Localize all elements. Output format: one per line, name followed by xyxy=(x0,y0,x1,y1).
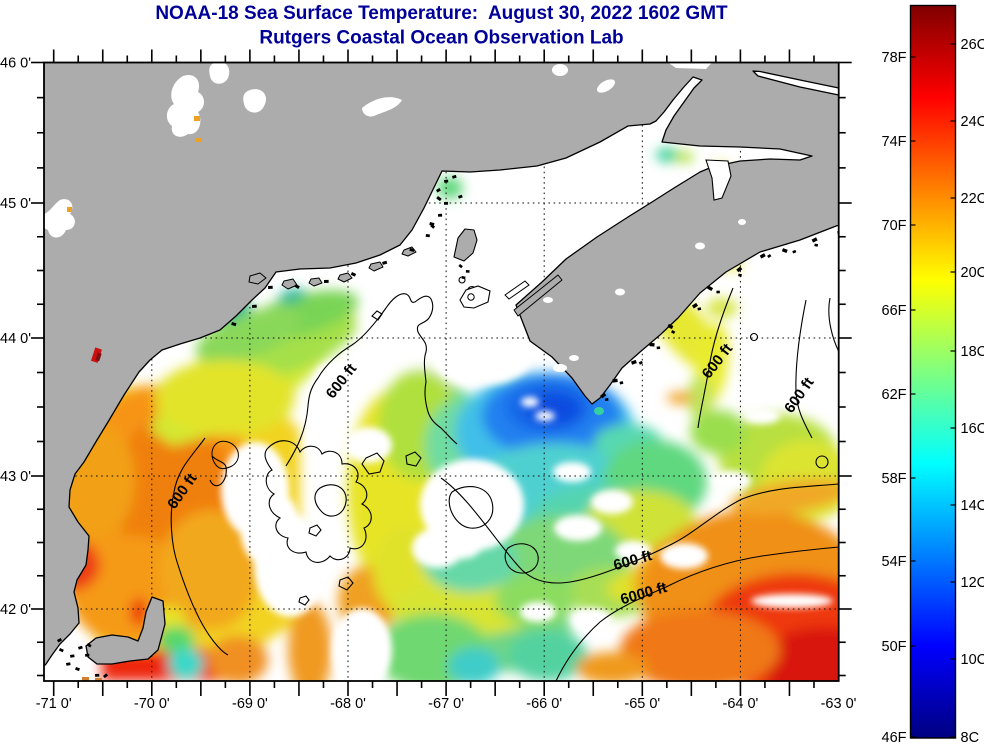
svg-text:-63 0': -63 0' xyxy=(821,696,857,712)
svg-text:-65 0': -65 0' xyxy=(624,696,660,712)
svg-text:50F: 50F xyxy=(882,639,907,655)
svg-text:42 0': 42 0' xyxy=(0,602,31,618)
svg-text:45 0': 45 0' xyxy=(0,196,31,212)
svg-text:70F: 70F xyxy=(882,218,907,234)
svg-text:24C: 24C xyxy=(961,114,984,130)
svg-text:44 0': 44 0' xyxy=(0,331,31,347)
svg-text:46F: 46F xyxy=(882,730,907,746)
svg-text:-64 0': -64 0' xyxy=(722,696,758,712)
svg-text:18C: 18C xyxy=(961,344,984,360)
svg-text:12C: 12C xyxy=(961,575,984,591)
svg-text:-66 0': -66 0' xyxy=(526,696,562,712)
svg-text:43 0': 43 0' xyxy=(0,469,31,485)
svg-text:-67 0': -67 0' xyxy=(428,696,464,712)
svg-text:Rutgers Coastal Ocean Observat: Rutgers Coastal Ocean Observation Lab xyxy=(259,28,623,49)
svg-text:66F: 66F xyxy=(882,303,907,319)
svg-text:74F: 74F xyxy=(882,134,907,150)
svg-text:14C: 14C xyxy=(961,498,984,514)
svg-text:8C: 8C xyxy=(961,730,980,746)
svg-text:26C: 26C xyxy=(961,37,984,53)
svg-text:-70 0': -70 0' xyxy=(134,696,170,712)
svg-text:20C: 20C xyxy=(961,265,984,281)
svg-text:46 0': 46 0' xyxy=(0,56,31,72)
svg-text:54F: 54F xyxy=(882,554,907,570)
svg-text:58F: 58F xyxy=(882,471,907,487)
svg-text:-71 0': -71 0' xyxy=(36,696,72,712)
svg-text:-68 0': -68 0' xyxy=(330,696,366,712)
svg-text:78F: 78F xyxy=(882,50,907,66)
svg-text:10C: 10C xyxy=(961,652,984,668)
svg-text:NOAA-18 Sea Surface Temperatur: NOAA-18 Sea Surface Temperature: August … xyxy=(155,3,728,24)
svg-text:22C: 22C xyxy=(961,191,984,207)
svg-text:16C: 16C xyxy=(961,421,984,437)
svg-text:-69 0': -69 0' xyxy=(232,696,268,712)
svg-text:62F: 62F xyxy=(882,387,907,403)
